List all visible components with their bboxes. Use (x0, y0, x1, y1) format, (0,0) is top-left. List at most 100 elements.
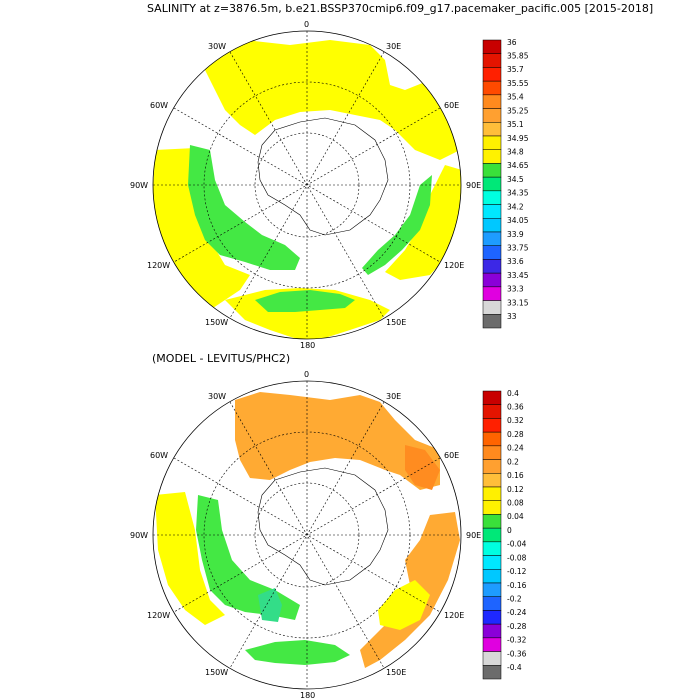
bottom-colorbar-tick-label: -0.24 (507, 608, 527, 617)
bottom-orange-region-atlantic (235, 392, 440, 490)
top-colorbar-tick-label: 34.8 (507, 148, 524, 157)
bottom-longitude-labels: 0 30E 60E 90E 120E 150E 180 150W 120W 90… (130, 370, 481, 700)
bottom-colorbar-tick-label: 0.32 (507, 416, 524, 425)
bottom-yellow-region-west (155, 492, 225, 625)
bottom-lon-label: 120E (444, 611, 464, 620)
top-colorbar-tick-label: 34.95 (507, 134, 529, 143)
top-map-boundary (152, 30, 462, 340)
bottom-colorbar-tick-label: -0.12 (507, 567, 527, 576)
bottom-lon-label: 90E (466, 531, 481, 540)
top-colorbar-tick-label: 33.6 (507, 257, 524, 266)
top-colorbar-swatch (482, 39, 502, 54)
top-colorbar-tick-label: 35.4 (507, 93, 524, 102)
bottom-colorbar-swatch (482, 665, 502, 680)
top-colorbar-swatch (482, 300, 502, 315)
bottom-colorbar-swatch (482, 610, 502, 625)
top-colorbar-swatch (482, 53, 502, 68)
bottom-colorbar-tick-label: 0.2 (507, 457, 519, 466)
bottom-colorbar-swatch (482, 390, 502, 405)
top-polar-map: 0 30E 60E 90E 120E 150E 180 150W 120W 90… (130, 20, 481, 350)
bottom-colorbar-tick-label: 0.12 (507, 485, 524, 494)
bottom-polar-map: 0 30E 60E 90E 120E 150E 180 150W 120W 90… (130, 370, 481, 700)
top-lon-label: 60W (150, 101, 168, 110)
top-colorbar-tick-label: 35.7 (507, 65, 524, 74)
bottom-antarctica-coastline (257, 467, 389, 586)
top-colorbar-swatch (482, 272, 502, 288)
bottom-colorbar-swatch (482, 431, 502, 447)
top-colorbar-swatch (482, 80, 502, 96)
top-lon-label: 90E (466, 181, 481, 190)
top-colorbar-tick-label: 33.9 (507, 230, 524, 239)
top-colorbar-swatch (482, 190, 502, 205)
top-lon-label: 0 (304, 20, 309, 29)
bottom-colorbar-tick-label: 0.36 (507, 403, 524, 412)
bottom-colorbar-swatch (482, 445, 502, 460)
top-colorbar-swatch (482, 94, 502, 109)
top-colorbar-tick-label: 34.05 (507, 216, 529, 225)
bottom-graticule (153, 381, 461, 689)
top-colorbar: 36 35.85 35.7 35.55 35.4 35.25 35.1 34.95 34.8 34… (482, 38, 529, 329)
bottom-colorbar-swatch (482, 596, 502, 611)
top-yellow-region-atlantic (200, 40, 460, 160)
bottom-colorbar-swatch (482, 637, 502, 652)
top-colorbar-swatch (482, 108, 502, 123)
top-colorbar-tick-label: 36 (507, 38, 517, 47)
bottom-mint-region (258, 588, 282, 622)
bottom-lon-label: 60E (444, 451, 459, 460)
bottom-lon-label: 30E (386, 392, 401, 401)
bottom-colorbar-tick-label: -0.36 (507, 649, 527, 658)
top-colorbar-swatch (482, 149, 502, 164)
bottom-colorbar-swatch (482, 582, 502, 597)
top-colorbar-tick-label: 34.35 (507, 189, 529, 198)
top-lon-label: 150W (205, 318, 228, 327)
bottom-colorbar-swatch (482, 486, 502, 501)
bottom-colorbar-swatch (482, 527, 502, 543)
bottom-colorbar-swatch (482, 541, 502, 556)
bottom-colorbar-tick-label: -0.04 (507, 540, 527, 549)
top-lon-label: 30W (208, 42, 226, 51)
bottom-panel-title: (MODEL - LEVITUS/PHC2) (152, 352, 291, 365)
bottom-green-region-west (196, 495, 300, 620)
bottom-darkorange-region (405, 445, 440, 490)
top-lon-label: 120W (147, 261, 170, 270)
top-yellow-region-indian (385, 165, 461, 280)
top-lon-label: 90W (130, 181, 148, 190)
bottom-colorbar-swatch (482, 459, 502, 474)
bottom-colorbar-swatch (482, 404, 502, 419)
bottom-colorbar-swatch (482, 555, 502, 570)
bottom-colorbar-swatch (482, 569, 502, 584)
top-colorbar-swatch (482, 163, 502, 178)
top-colorbar-swatch (482, 231, 502, 246)
top-colorbar-swatch (482, 204, 502, 219)
bottom-lon-label: 0 (304, 370, 309, 379)
bottom-colorbar-tick-label: 0.28 (507, 430, 524, 439)
top-colorbar-tick-label: 33.75 (507, 244, 529, 253)
bottom-colorbar-tick-label: -0.16 (507, 581, 527, 590)
top-colorbar-swatch (482, 135, 502, 150)
bottom-colorbar-swatch (482, 418, 502, 433)
bottom-lon-label: 60W (150, 451, 168, 460)
top-graticule (153, 31, 461, 339)
bottom-map-boundary (152, 380, 462, 690)
top-green-region-east (362, 175, 432, 275)
top-colorbar-tick-label: 35.1 (507, 120, 524, 129)
top-colorbar-tick-label: 34.5 (507, 175, 524, 184)
top-panel-title: SALINITY at z=3876.5m, b.e21.BSSP370cmip… (147, 2, 654, 15)
top-colorbar-tick-label: 34.2 (507, 202, 524, 211)
top-colorbar-tick-label: 35.25 (507, 106, 529, 115)
top-colorbar-swatch (482, 218, 502, 233)
top-lon-label: 180 (300, 341, 315, 350)
bottom-colorbar-tick-label: -0.32 (507, 636, 527, 645)
top-green-region-south (255, 290, 355, 312)
top-colorbar-swatch (482, 176, 502, 192)
top-colorbar-swatch (482, 259, 502, 274)
top-lon-label: 30E (386, 42, 401, 51)
top-colorbar-tick-label: 35.55 (507, 79, 529, 88)
top-colorbar-tick-label: 33.15 (507, 298, 529, 307)
bottom-lon-label: 150E (386, 668, 406, 677)
bottom-colorbar-tick-label: -0.2 (507, 595, 522, 604)
top-green-region-west (188, 145, 300, 270)
top-antarctica-coastline (257, 117, 389, 236)
